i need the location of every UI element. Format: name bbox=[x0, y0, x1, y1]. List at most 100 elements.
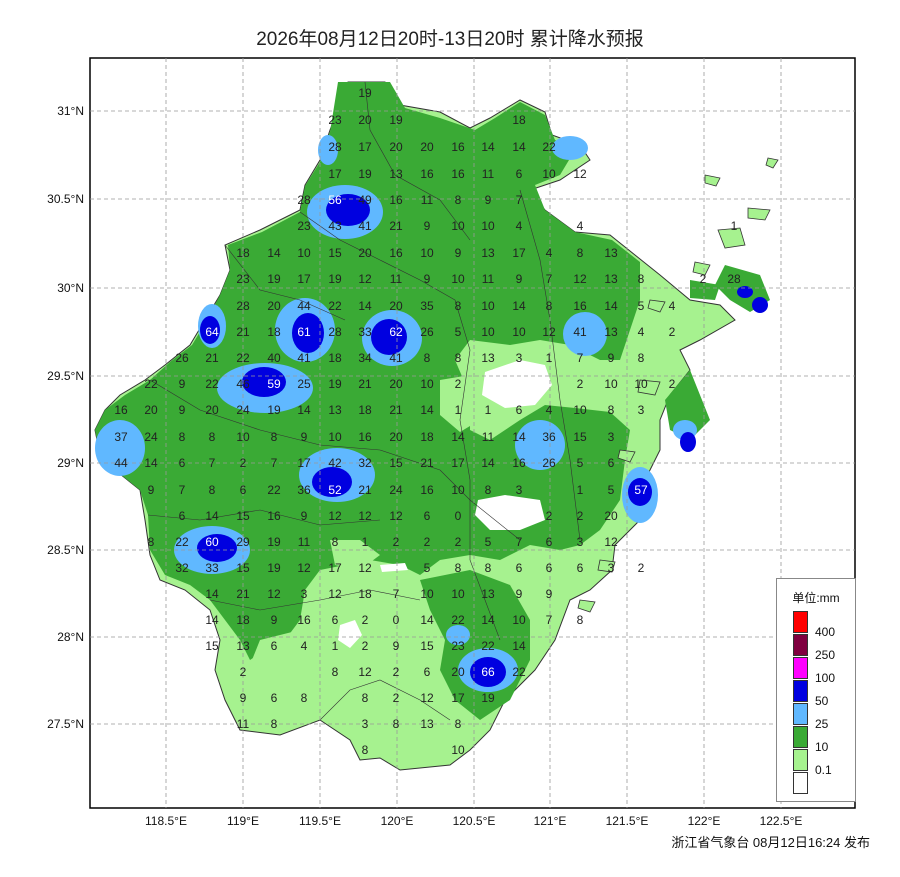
rainfall-value: 17 bbox=[297, 272, 311, 286]
lon-label: 120°E bbox=[381, 814, 414, 828]
rainfall-value: 7 bbox=[546, 613, 553, 627]
rainfall-value: 9 bbox=[608, 351, 615, 365]
rainfall-value: 2 bbox=[455, 377, 462, 391]
publish-info: 浙江省气象台 08月12日16:24 发布 bbox=[671, 835, 870, 850]
rainfall-value: 8 bbox=[455, 717, 462, 731]
rainfall-value: 19 bbox=[267, 561, 281, 575]
rainfall-value: 16 bbox=[267, 509, 281, 523]
lon-label: 121.5°E bbox=[606, 814, 649, 828]
rainfall-value: 1 bbox=[455, 403, 462, 417]
rainfall-value: 14 bbox=[512, 299, 526, 313]
rainfall-value: 20 bbox=[267, 299, 281, 313]
map-frame bbox=[89, 57, 856, 809]
rainfall-value: 7 bbox=[577, 351, 584, 365]
rainfall-value: 6 bbox=[516, 403, 523, 417]
rainfall-value: 21 bbox=[389, 219, 403, 233]
lat-label: 28.5°N bbox=[47, 543, 84, 557]
rainfall-value: 3 bbox=[362, 717, 369, 731]
rainfall-value: 2 bbox=[577, 377, 584, 391]
rainfall-value: 4 bbox=[669, 299, 676, 313]
rainfall-value: 14 bbox=[604, 299, 618, 313]
rainfall-value: 3 bbox=[516, 351, 523, 365]
rainfall-value: 28 bbox=[297, 193, 311, 207]
rainfall-value: 9 bbox=[179, 377, 186, 391]
rainfall-value: 13 bbox=[604, 325, 618, 339]
rainfall-value: 13 bbox=[389, 167, 403, 181]
rainfall-value: 13 bbox=[481, 246, 495, 260]
rainfall-value: 8 bbox=[393, 717, 400, 731]
legend-item: 25 bbox=[793, 703, 853, 731]
rainfall-value: 36 bbox=[542, 430, 556, 444]
rainfall-value: 41 bbox=[573, 325, 587, 339]
rainfall-value: 7 bbox=[209, 456, 216, 470]
legend-label: 10 bbox=[815, 740, 829, 754]
lat-label: 28°N bbox=[57, 630, 84, 644]
rainfall-value: 6 bbox=[424, 509, 431, 523]
rainfall-value: 6 bbox=[546, 561, 553, 575]
rainfall-value: 33 bbox=[205, 561, 219, 575]
rainfall-value: 16 bbox=[420, 167, 434, 181]
rainfall-value: 6 bbox=[179, 509, 186, 523]
legend-title: 单位:mm bbox=[792, 591, 840, 605]
rainfall-value: 44 bbox=[114, 456, 128, 470]
rainfall-value: 22 bbox=[267, 483, 281, 497]
rainfall-value: 10 bbox=[236, 430, 250, 444]
rainfall-value: 6 bbox=[516, 167, 523, 181]
rainfall-value: 22 bbox=[144, 377, 158, 391]
legend-swatch bbox=[793, 749, 808, 771]
rainfall-value: 43 bbox=[328, 219, 342, 233]
rainfall-value: 11 bbox=[482, 272, 495, 286]
rainfall-value: 21 bbox=[389, 403, 403, 417]
rainfall-value: 11 bbox=[482, 430, 495, 444]
rainfall-value: 15 bbox=[205, 639, 219, 653]
rainfall-value: 19 bbox=[267, 403, 281, 417]
rainfall-value: 18 bbox=[358, 403, 372, 417]
rainfall-value: 4 bbox=[577, 219, 584, 233]
rainfall-value: 22 bbox=[451, 613, 465, 627]
rainfall-value: 26 bbox=[175, 351, 189, 365]
rainfall-value: 15 bbox=[236, 561, 250, 575]
rainfall-value: 16 bbox=[358, 430, 372, 444]
rainfall-value: 9 bbox=[485, 193, 492, 207]
rainfall-value: 21 bbox=[420, 456, 434, 470]
rainfall-value: 20 bbox=[389, 299, 403, 313]
rainfall-value: 66 bbox=[481, 665, 495, 679]
rainfall-value: 1 bbox=[731, 219, 738, 233]
rainfall-value: 13 bbox=[481, 351, 495, 365]
rainfall-value: 6 bbox=[271, 639, 278, 653]
longitude-labels: 118.5°E 119°E 119.5°E 120°E 120.5°E 121°… bbox=[145, 814, 802, 828]
rainfall-value: 59 bbox=[267, 377, 281, 391]
rainfall-value: 14 bbox=[205, 613, 219, 627]
rainfall-value: 4 bbox=[546, 246, 553, 260]
rainfall-value: 35 bbox=[420, 299, 434, 313]
rainfall-value: 3 bbox=[638, 403, 645, 417]
rainfall-value: 2 bbox=[393, 665, 400, 679]
rainfall-value: 20 bbox=[604, 509, 618, 523]
lon-label: 119.5°E bbox=[299, 814, 341, 828]
rainfall-value: 23 bbox=[236, 272, 250, 286]
rainfall-value: 5 bbox=[577, 456, 584, 470]
rainfall-value: 1 bbox=[332, 639, 339, 653]
rainfall-value: 16 bbox=[573, 299, 587, 313]
rainfall-value: 14 bbox=[481, 140, 495, 154]
rainfall-value: 13 bbox=[604, 272, 618, 286]
rainfall-value: 11 bbox=[237, 717, 250, 731]
legend-item: 400 bbox=[793, 611, 853, 639]
rainfall-value: 3 bbox=[577, 535, 584, 549]
rainfall-value: 21 bbox=[205, 351, 219, 365]
rainfall-value: 19 bbox=[481, 691, 495, 705]
rainfall-value: 17 bbox=[358, 140, 372, 154]
rainfall-value: 41 bbox=[297, 351, 311, 365]
rainfall-value: 14 bbox=[512, 140, 526, 154]
legend-swatch bbox=[793, 772, 808, 794]
rainfall-value: 17 bbox=[297, 456, 311, 470]
rainfall-value: 14 bbox=[451, 430, 465, 444]
rainfall-value: 15 bbox=[236, 509, 250, 523]
rainfall-value: 2 bbox=[424, 535, 431, 549]
rainfall-value: 19 bbox=[267, 535, 281, 549]
rainfall-value: 2 bbox=[362, 613, 369, 627]
rainfall-value: 10 bbox=[604, 377, 618, 391]
rain-0.1-10-patches bbox=[240, 375, 480, 720]
rainfall-value: 3 bbox=[608, 430, 615, 444]
rainfall-value: 24 bbox=[236, 403, 250, 417]
